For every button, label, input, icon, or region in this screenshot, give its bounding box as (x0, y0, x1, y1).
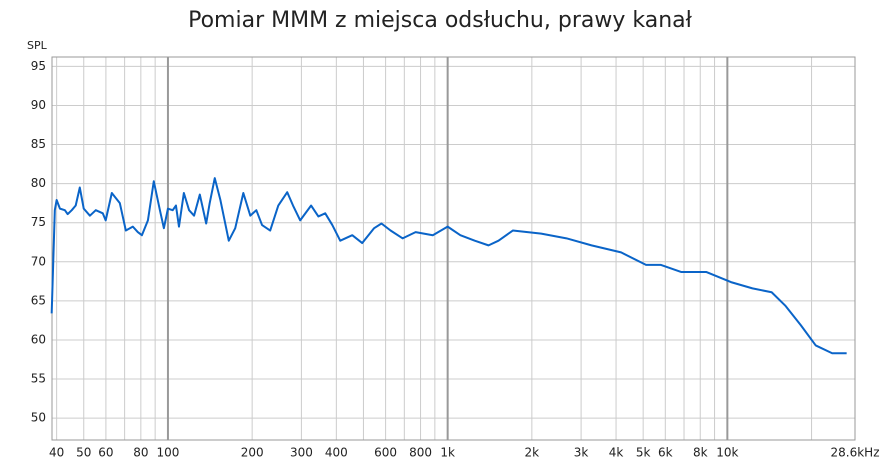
x-tick-label: 28.6kHz (831, 446, 880, 460)
x-tick-label: 40 (49, 446, 64, 460)
x-tick-label: 2k (525, 446, 540, 460)
y-axis-label: SPL (27, 39, 48, 52)
y-tick-label: 65 (31, 293, 46, 307)
y-tick-label: 50 (31, 411, 46, 425)
x-tick-label: 6k (658, 446, 673, 460)
x-tick-label: 50 (76, 446, 91, 460)
x-tick-label: 4k (609, 446, 624, 460)
x-tick-label: 400 (325, 446, 348, 460)
y-tick-label: 85 (31, 137, 46, 151)
x-tick-label: 60 (98, 446, 113, 460)
x-tick-label: 800 (409, 446, 432, 460)
y-tick-label: 90 (31, 98, 46, 112)
y-tick-label: 95 (31, 59, 46, 73)
x-tick-label: 300 (290, 446, 313, 460)
x-tick-label: 8k (693, 446, 708, 460)
y-tick-label: 80 (31, 176, 46, 190)
plot-frame (51, 56, 856, 441)
y-tick-label: 70 (31, 254, 46, 268)
chart-title: Pomiar MMM z miejsca odsłuchu, prawy kan… (188, 8, 693, 33)
plot-area (51, 56, 856, 441)
data-line (50, 177, 847, 355)
y-tick-label: 55 (31, 372, 46, 386)
x-tick-label: 600 (374, 446, 397, 460)
x-tick-label: 1k (440, 446, 455, 460)
x-tick-label: 3k (574, 446, 589, 460)
x-tick-label: 200 (241, 446, 264, 460)
x-tick-label: 100 (156, 446, 179, 460)
x-tick-label: 80 (133, 446, 148, 460)
x-tick-label: 5k (636, 446, 651, 460)
y-tick-label: 60 (31, 332, 46, 346)
y-tick-label: 75 (31, 215, 46, 229)
x-tick-label: 10k (716, 446, 738, 460)
